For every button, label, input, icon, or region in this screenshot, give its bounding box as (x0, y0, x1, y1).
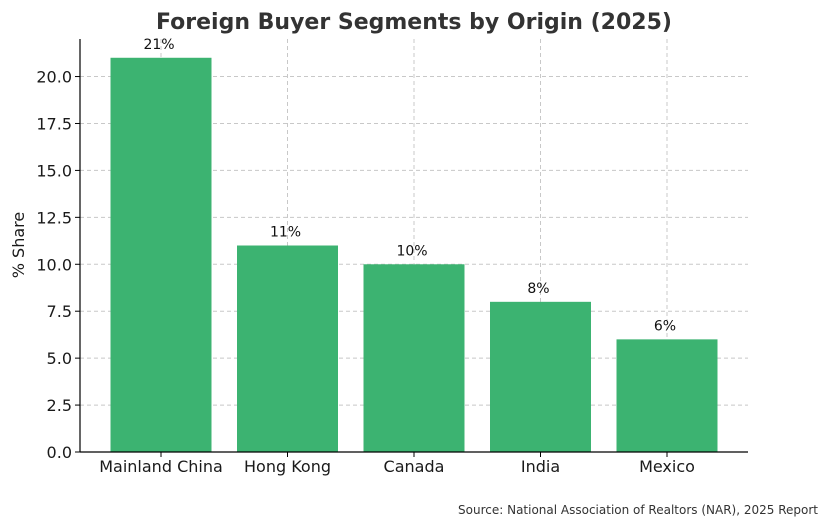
data-labels: 21% 11% 10% 8% 6% (143, 37, 676, 335)
bar-mainland-china (110, 57, 212, 452)
x-tick-label: Canada (384, 457, 445, 476)
x-tick-label: India (521, 457, 560, 476)
x-axis-ticks: Mainland China Hong Kong Canada India Mexico (99, 452, 695, 476)
bars (110, 57, 718, 452)
data-label: 8% (527, 281, 549, 297)
y-tick-label: 17.5 (36, 114, 72, 133)
data-label: 21% (143, 37, 174, 53)
y-tick-label: 5.0 (47, 349, 72, 368)
data-label: 6% (654, 318, 676, 334)
x-tick-label: Mainland China (99, 457, 223, 476)
bar-mexico (616, 339, 718, 452)
y-axis-label: % Share (9, 212, 28, 278)
bar-hong-kong (237, 245, 338, 452)
y-tick-label: 12.5 (36, 208, 72, 227)
y-tick-label: 20.0 (36, 68, 72, 87)
data-label: 11% (270, 225, 301, 241)
source-note: Source: National Association of Realtors… (458, 503, 818, 517)
y-tick-label: 7.5 (47, 302, 72, 321)
x-tick-label: Mexico (639, 457, 695, 476)
chart-title: Foreign Buyer Segments by Origin (2025) (156, 10, 672, 35)
x-tick-label: Hong Kong (244, 457, 331, 476)
y-tick-label: 10.0 (36, 255, 72, 274)
y-tick-label: 2.5 (47, 396, 72, 415)
bar-india (490, 301, 591, 452)
y-axis-ticks: 0.0 2.5 5.0 7.5 10.0 12.5 15.0 17.5 20.0 (36, 68, 80, 462)
bar-canada (363, 264, 465, 452)
y-tick-label: 0.0 (47, 443, 72, 462)
data-label: 10% (396, 243, 427, 259)
y-tick-label: 15.0 (36, 161, 72, 180)
